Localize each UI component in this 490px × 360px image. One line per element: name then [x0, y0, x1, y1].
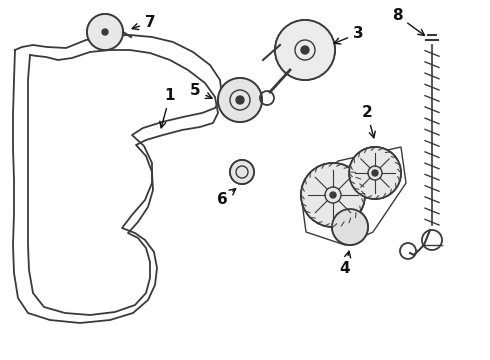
- Text: 3: 3: [334, 26, 364, 44]
- Circle shape: [332, 209, 368, 245]
- Circle shape: [230, 160, 254, 184]
- Circle shape: [275, 20, 335, 80]
- Circle shape: [301, 163, 365, 227]
- Circle shape: [87, 14, 123, 50]
- Circle shape: [218, 78, 262, 122]
- Text: 6: 6: [217, 189, 236, 207]
- Circle shape: [102, 29, 108, 35]
- Circle shape: [330, 192, 336, 198]
- Text: 4: 4: [340, 251, 351, 276]
- Circle shape: [301, 46, 309, 54]
- Text: 7: 7: [132, 15, 156, 30]
- Text: 5: 5: [190, 83, 212, 98]
- Circle shape: [372, 170, 378, 176]
- Text: 8: 8: [392, 8, 424, 35]
- Text: 2: 2: [362, 105, 375, 138]
- Circle shape: [236, 96, 244, 104]
- Circle shape: [349, 147, 401, 199]
- Text: 1: 1: [160, 88, 175, 128]
